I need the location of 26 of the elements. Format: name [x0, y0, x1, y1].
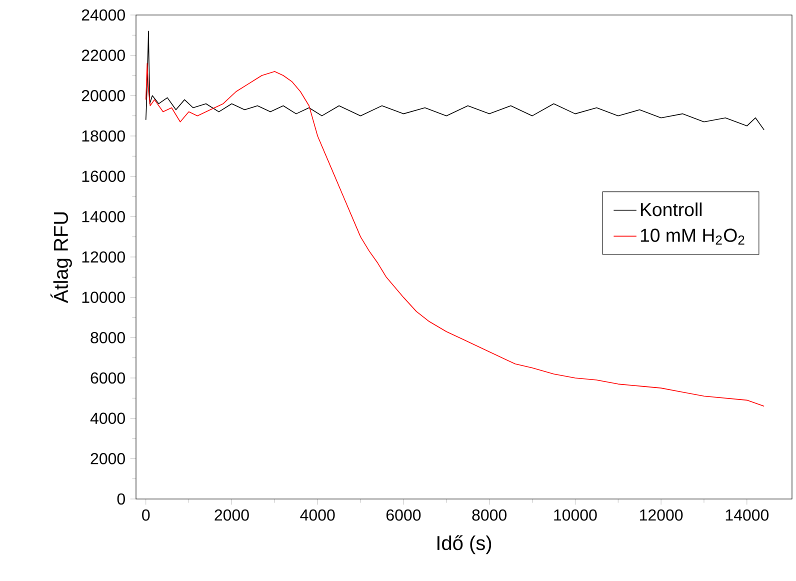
y-tick-label: 16000 [82, 170, 125, 182]
x-tick-label: 12000 [640, 509, 683, 521]
y-tick-label: 8000 [90, 332, 125, 344]
y-tick-label: 14000 [82, 211, 125, 222]
x-tick-label: 14000 [726, 509, 769, 521]
y-tick-label: 20000 [82, 90, 125, 102]
x-tick-label: 8000 [472, 509, 507, 521]
y-tick-label: 24000 [82, 9, 125, 21]
legend-label: Kontroll [641, 202, 702, 216]
y-tick-label: 22000 [82, 50, 125, 61]
x-tick-label: 6000 [386, 509, 421, 521]
y-tick-label: 12000 [82, 251, 125, 263]
x-tick-label: 2000 [214, 509, 249, 521]
y-tick-label: 2000 [90, 452, 125, 464]
y-tick-label: 10000 [82, 292, 125, 303]
legend-label: 10 mM H$_{2}$O$_{2}$ [640, 228, 744, 245]
y-tick-label: 4000 [90, 412, 125, 424]
x-tick-label: 4000 [300, 509, 335, 521]
y-tick-label: 6000 [90, 372, 125, 384]
line-series [145, 30, 764, 130]
y-axis-title: Átlag RFU [50, 212, 72, 304]
x-tick-label: 0 [142, 509, 150, 521]
y-tick-label: 18000 [82, 130, 125, 142]
x-axis-title: Idő (s) [438, 535, 492, 554]
x-tick-label: 10000 [554, 509, 597, 521]
y-tick-label: 0 [117, 493, 125, 505]
